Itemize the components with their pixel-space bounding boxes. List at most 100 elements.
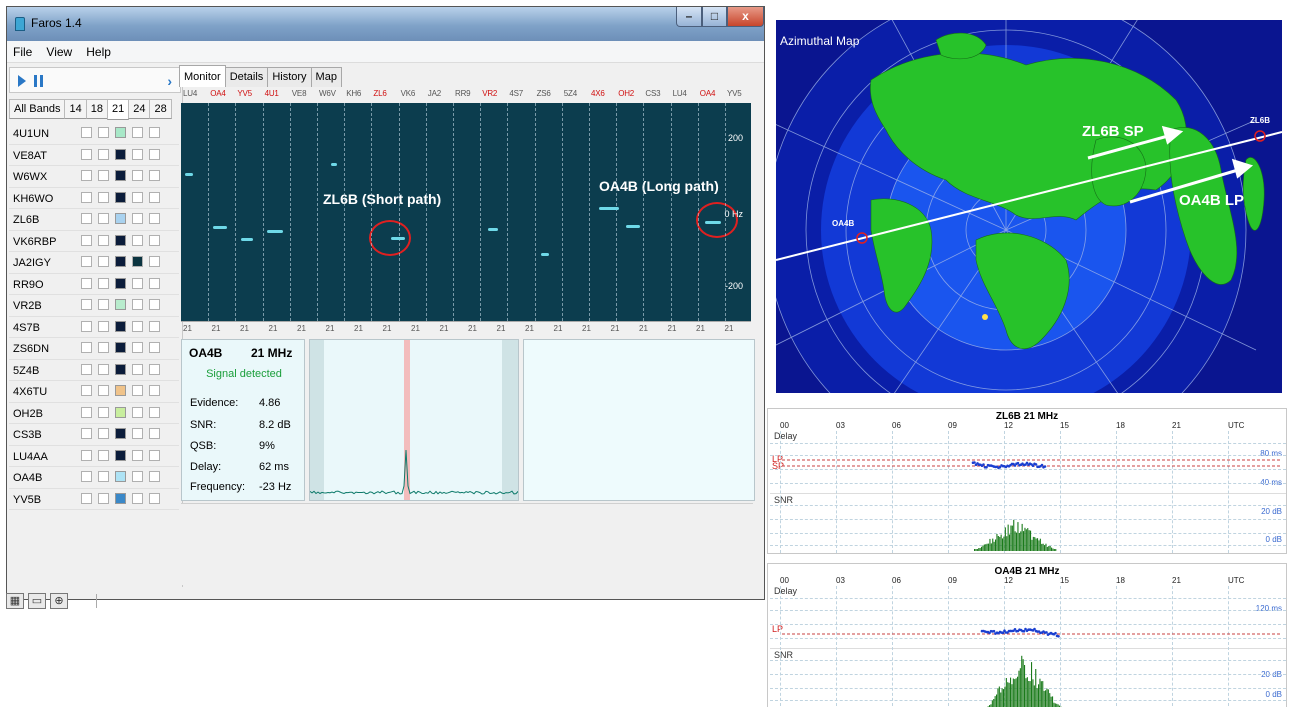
- band-cell[interactable]: [98, 321, 109, 332]
- globe-icon[interactable]: ⊕: [50, 593, 68, 609]
- band-cell[interactable]: [115, 428, 126, 439]
- band-cell[interactable]: [98, 493, 109, 504]
- card-icon[interactable]: ▭: [28, 593, 46, 609]
- band-cell[interactable]: [98, 127, 109, 138]
- band-cell[interactable]: [149, 493, 160, 504]
- band-cell[interactable]: [132, 428, 143, 439]
- beacon-row[interactable]: OA4B: [9, 467, 179, 489]
- band-cell[interactable]: [132, 407, 143, 418]
- band-cell[interactable]: [149, 192, 160, 203]
- band-cell[interactable]: [115, 385, 126, 396]
- band-cell[interactable]: [98, 385, 109, 396]
- band-cell[interactable]: [132, 450, 143, 461]
- band-cell[interactable]: [98, 471, 109, 482]
- band-cell[interactable]: [81, 471, 92, 482]
- band-14[interactable]: 14: [64, 99, 86, 119]
- beacon-row[interactable]: LU4AA: [9, 446, 179, 468]
- beacon-row[interactable]: 5Z4B: [9, 360, 179, 382]
- band-cell[interactable]: [149, 471, 160, 482]
- beacon-row[interactable]: KH6WO: [9, 188, 179, 210]
- band-cell[interactable]: [115, 192, 126, 203]
- beacon-row[interactable]: VR2B: [9, 295, 179, 317]
- band-cell[interactable]: [81, 407, 92, 418]
- play-icon[interactable]: [18, 75, 26, 87]
- menu-file[interactable]: File: [7, 41, 37, 59]
- band-cell[interactable]: [81, 213, 92, 224]
- band-cell[interactable]: [98, 192, 109, 203]
- band-cell[interactable]: [115, 170, 126, 181]
- band-cell[interactable]: [115, 450, 126, 461]
- band-cell[interactable]: [115, 278, 126, 289]
- band-cell[interactable]: [81, 321, 92, 332]
- band-cell[interactable]: [98, 364, 109, 375]
- beacon-row[interactable]: JA2IGY: [9, 252, 179, 274]
- band-cell[interactable]: [149, 450, 160, 461]
- chevron-right-icon[interactable]: ›: [167, 73, 172, 89]
- beacon-row[interactable]: ZS6DN: [9, 338, 179, 360]
- band-cell[interactable]: [115, 471, 126, 482]
- band-cell[interactable]: [132, 256, 143, 267]
- grid-icon[interactable]: ▦: [6, 593, 24, 609]
- band-cell[interactable]: [98, 450, 109, 461]
- band-cell[interactable]: [149, 321, 160, 332]
- band-cell[interactable]: [115, 256, 126, 267]
- band-cell[interactable]: [149, 170, 160, 181]
- beacon-row[interactable]: CS3B: [9, 424, 179, 446]
- band-cell[interactable]: [132, 471, 143, 482]
- band-cell[interactable]: [149, 256, 160, 267]
- band-cell[interactable]: [81, 428, 92, 439]
- band-cell[interactable]: [81, 256, 92, 267]
- band-cell[interactable]: [98, 299, 109, 310]
- band-cell[interactable]: [132, 493, 143, 504]
- band-cell[interactable]: [115, 127, 126, 138]
- band-cell[interactable]: [132, 342, 143, 353]
- band-cell[interactable]: [115, 321, 126, 332]
- band-cell[interactable]: [81, 493, 92, 504]
- band-cell[interactable]: [149, 364, 160, 375]
- beacon-row[interactable]: 4X6TU: [9, 381, 179, 403]
- band-cell[interactable]: [81, 299, 92, 310]
- band-cell[interactable]: [149, 299, 160, 310]
- close-button[interactable]: x: [727, 7, 764, 27]
- band-cell[interactable]: [115, 493, 126, 504]
- band-cell[interactable]: [81, 364, 92, 375]
- band-cell[interactable]: [98, 170, 109, 181]
- minimize-button[interactable]: –: [676, 7, 702, 27]
- band-cell[interactable]: [132, 127, 143, 138]
- band-cell[interactable]: [132, 299, 143, 310]
- band-cell[interactable]: [81, 170, 92, 181]
- band-cell[interactable]: [132, 235, 143, 246]
- band-cell[interactable]: [98, 342, 109, 353]
- band-28[interactable]: 28: [149, 99, 171, 119]
- band-cell[interactable]: [81, 278, 92, 289]
- band-cell[interactable]: [98, 235, 109, 246]
- band-cell[interactable]: [132, 321, 143, 332]
- menu-view[interactable]: View: [40, 41, 77, 59]
- band-cell[interactable]: [98, 278, 109, 289]
- band-cell[interactable]: [81, 149, 92, 160]
- band-cell[interactable]: [149, 149, 160, 160]
- band-cell[interactable]: [115, 235, 126, 246]
- band-cell[interactable]: [149, 235, 160, 246]
- beacon-row[interactable]: VE8AT: [9, 145, 179, 167]
- band-cell[interactable]: [98, 149, 109, 160]
- band-cell[interactable]: [81, 235, 92, 246]
- band-cell[interactable]: [132, 170, 143, 181]
- band-cell[interactable]: [81, 192, 92, 203]
- tab-map[interactable]: Map: [311, 67, 342, 87]
- beacon-row[interactable]: RR9O: [9, 274, 179, 296]
- band-cell[interactable]: [149, 127, 160, 138]
- band-cell[interactable]: [149, 342, 160, 353]
- pause-icon[interactable]: [34, 75, 43, 87]
- band-cell[interactable]: [149, 278, 160, 289]
- band-cell[interactable]: [81, 385, 92, 396]
- band-cell[interactable]: [132, 364, 143, 375]
- band-cell[interactable]: [81, 450, 92, 461]
- band-cell[interactable]: [115, 213, 126, 224]
- band-24[interactable]: 24: [128, 99, 150, 119]
- menu-help[interactable]: Help: [80, 41, 116, 59]
- band-all[interactable]: All Bands: [9, 99, 65, 119]
- band-cell[interactable]: [132, 385, 143, 396]
- band-cell[interactable]: [149, 407, 160, 418]
- beacon-row[interactable]: W6WX: [9, 166, 179, 188]
